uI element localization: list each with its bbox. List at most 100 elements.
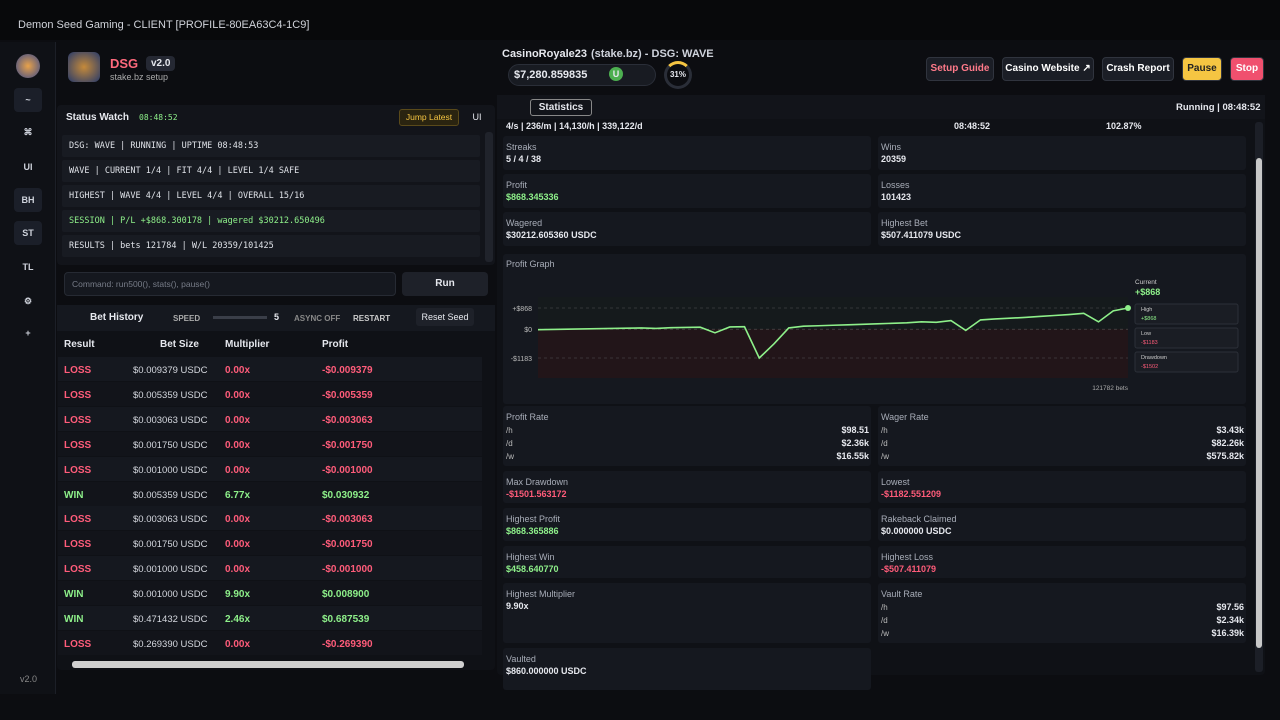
bet-cell: LOSS <box>64 638 92 650</box>
row-bg <box>58 357 482 381</box>
stat-label: Highest Win <box>506 552 555 562</box>
sidebar-item[interactable]: + <box>25 328 31 338</box>
row-bg <box>58 630 482 655</box>
brand-logo <box>68 52 100 82</box>
rate-unit: /h <box>881 603 888 612</box>
stats-state: Running | 08:48:52 <box>1176 102 1261 113</box>
ui-button[interactable]: UI <box>472 112 482 122</box>
command-placeholder: Command: run500(), stats(), pause() <box>72 279 210 289</box>
header-button[interactable]: Crash Report <box>1102 57 1174 81</box>
status-line: RESULTS | bets 121784 | W/L 20359/101425 <box>69 241 274 251</box>
stats-bar <box>497 95 1265 119</box>
stats-scroll-thumb <box>1256 158 1262 648</box>
bet-cell: $0.471432 USDC <box>133 614 208 625</box>
sidebar-item[interactable]: ST <box>14 221 42 245</box>
bet-cell: $0.001000 USDC <box>133 464 208 476</box>
legend-box <box>1134 303 1239 325</box>
bet-cell: -$0.001000 <box>322 564 373 576</box>
bet-cell: $0.030932 <box>322 489 370 501</box>
stats-tab[interactable]: Statistics <box>530 99 592 116</box>
top-metric: 4/s | 236/m | 14,130/h | 339,122/d <box>506 121 643 131</box>
stat-card <box>503 546 871 578</box>
bet-cell: $0.001000 USDC <box>133 564 208 576</box>
header-button[interactable]: Pause <box>1182 57 1222 81</box>
header-button[interactable]: Stop <box>1230 57 1264 81</box>
stat-value: $860.000000 USDC <box>506 666 587 676</box>
row-bg <box>58 481 482 506</box>
bet-cell: -$0.001750 <box>322 439 373 451</box>
restart-label[interactable]: RESTART <box>353 314 391 323</box>
header-button[interactable]: Casino Website ↗ <box>1002 57 1094 81</box>
command-input <box>64 272 396 296</box>
y-tick-label: -$1183 <box>511 356 532 363</box>
stat-card <box>878 406 1246 466</box>
top-metric: 102.87% <box>1106 121 1142 131</box>
stat-value: -$507.411079 <box>881 564 937 574</box>
rate-value: $16.39k <box>1211 628 1244 638</box>
bet-cell: 9.90x <box>225 589 251 601</box>
status-line-bg <box>62 235 480 257</box>
logo <box>16 54 40 78</box>
legend-label: Drawdown <box>1141 355 1167 361</box>
sidebar-item[interactable]: ⚙ <box>23 296 33 306</box>
jump-button[interactable]: Jump Latest <box>399 109 459 126</box>
bet-cell: 6.77x <box>225 489 251 501</box>
bet-cell: -$0.003063 <box>322 414 373 426</box>
bet-cell: 0.00x <box>225 414 251 426</box>
bet-cell: $0.001000 USDC <box>133 589 208 601</box>
status-line: DSG: WAVE | RUNNING | UPTIME 08:48:53 <box>69 141 259 151</box>
status-scrollbar <box>485 132 493 262</box>
site-mode: (stake.bz) - DSG: WAVE <box>590 48 714 60</box>
stat-label: Wagered <box>506 218 543 228</box>
balance: $7,280.859835 <box>514 69 588 81</box>
bet-cell: $0.003063 USDC <box>133 514 208 526</box>
rate-unit: /d <box>506 439 513 448</box>
stat-card <box>878 546 1246 578</box>
graph-title: Profit Graph <box>506 259 555 269</box>
stat-card <box>878 583 1246 643</box>
column-header: Result <box>64 339 95 350</box>
sidebar-item[interactable]: BH <box>14 188 42 212</box>
stat-label: Highest Multiplier <box>506 589 576 599</box>
bet-cell: 0.00x <box>225 539 251 551</box>
profit-line <box>537 307 1129 360</box>
column-header: Multiplier <box>225 339 270 350</box>
bet-cell: $0.687539 <box>322 614 370 625</box>
header-button[interactable]: Setup Guide <box>926 57 994 81</box>
progress-ring <box>664 61 692 89</box>
stat-label: Highest Bet <box>881 218 928 228</box>
async-label[interactable]: ASYNC OFF <box>294 314 341 323</box>
status-line: SESSION | P/L +$868.300178 | wagered $30… <box>69 216 325 226</box>
bet-cell: LOSS <box>64 439 92 451</box>
speed-slider <box>213 316 267 319</box>
stat-label: Vault Rate <box>881 589 923 599</box>
sidebar-item[interactable]: ⌘ <box>23 127 33 137</box>
brand-version: v2.0 <box>146 56 176 71</box>
bet-cell: WIN <box>64 614 84 625</box>
row-bg <box>58 531 482 556</box>
sidebar <box>0 42 56 694</box>
brand: DSG <box>110 56 139 71</box>
bet-cell: $0.269390 USDC <box>133 638 208 650</box>
speed-label: SPEED <box>173 314 201 323</box>
current-point <box>1125 305 1131 311</box>
profile-line: CasinoRoyale23 (stake.bz) - DSG: WAVE <box>502 48 714 60</box>
sidebar-item[interactable]: ~ <box>14 88 42 112</box>
stat-value: $868.345336 <box>506 192 559 202</box>
stat-value: $868.365886 <box>506 526 559 536</box>
stat-label: Highest Loss <box>881 552 934 562</box>
stat-label: Wins <box>881 142 901 152</box>
bet-cell: WIN <box>64 589 84 601</box>
reset-button[interactable]: Reset Seed <box>416 308 474 326</box>
column-header: Profit <box>322 339 349 350</box>
bet-cell: $0.009379 USDC <box>133 365 208 376</box>
rate-unit: /h <box>881 426 888 435</box>
sidebar-item[interactable]: UI <box>23 162 33 172</box>
row-bg <box>58 556 482 581</box>
user-name: CasinoRoyale23 <box>502 48 587 60</box>
sidebar-item[interactable]: TL <box>22 262 34 272</box>
bet-cell: 0.00x <box>225 439 251 451</box>
status-line-bg <box>62 135 480 157</box>
rate-value: $575.82k <box>1206 451 1244 461</box>
run-button[interactable]: Run <box>402 272 488 296</box>
